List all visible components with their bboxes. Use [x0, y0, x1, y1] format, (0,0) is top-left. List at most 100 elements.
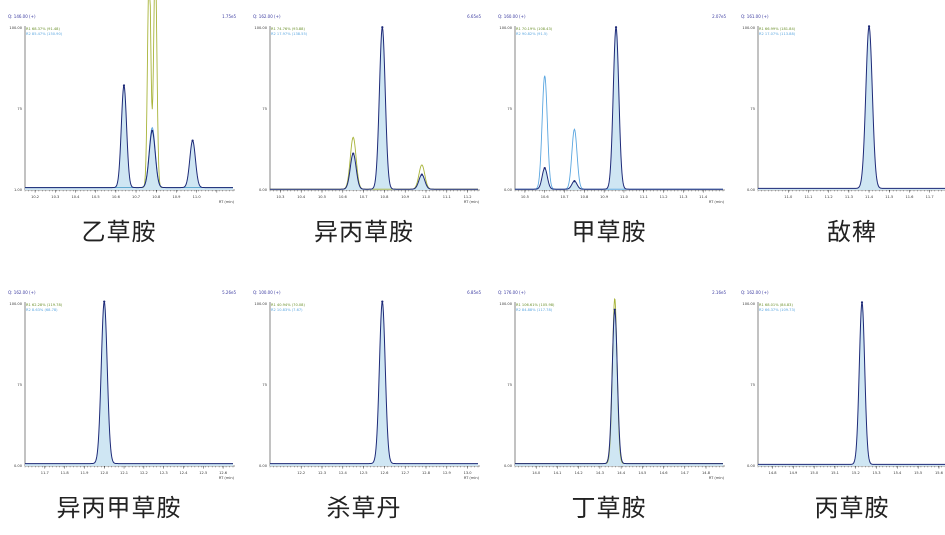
x-tick-label: 10.9 — [172, 195, 181, 199]
y-tick-label: 75 — [17, 107, 22, 111]
peak-apex-marker — [543, 167, 546, 170]
x-tick-label: 14.8 — [769, 471, 778, 475]
x-tick-label: 11.5 — [885, 195, 893, 199]
x-tick-label: 11.3 — [679, 195, 687, 199]
compound-title: 丙草胺 — [814, 494, 890, 522]
chromatogram-panel: Q: 162.00 (+) 5.26e5 R1 62.28% (119.78) R2 … — [0, 276, 238, 535]
peak-apex-marker — [573, 179, 576, 183]
x-tick-label: 10.9 — [401, 195, 410, 199]
peak-apex-marker — [352, 152, 355, 155]
x-tick-label: 14.6 — [660, 471, 669, 475]
y-tick-label: 100.00 — [499, 302, 512, 306]
y-tick-label: 75 — [262, 383, 267, 387]
x-tick-label: 11.0 — [422, 195, 431, 199]
x-tick-label: 12.5 — [199, 471, 207, 475]
x-tick-label: 10.5 — [318, 195, 326, 199]
x-tick-label: 11.1 — [640, 195, 648, 199]
peak-area-fill — [270, 27, 478, 190]
x-tick-label: 10.8 — [580, 195, 589, 199]
x-axis-label: RT (min) — [219, 200, 235, 204]
x-tick-label: 10.8 — [152, 195, 161, 199]
compound-title: 杀草丹 — [326, 494, 402, 522]
x-tick-label: 15.4 — [893, 471, 902, 475]
compound-title: 异丙草胺 — [314, 218, 414, 246]
x-tick-label: 12.6 — [380, 471, 389, 475]
legend-ratio-1: R1 62.28% (119.78) — [26, 303, 63, 307]
legend-ratio-2: R2 17.97% (138.55) — [271, 32, 308, 36]
x-tick-label: 11.1 — [804, 195, 812, 199]
x-tick-label: 11.0 — [620, 195, 629, 199]
x-tick-label: 10.3 — [51, 195, 59, 199]
x-tick-label: 12.4 — [339, 471, 348, 475]
x-tick-label: 14.7 — [681, 471, 689, 475]
header-label: Q: 162.00 (+) — [253, 14, 281, 19]
x-tick-label: 12.1 — [120, 471, 128, 475]
x-tick-label: 13.0 — [464, 471, 473, 475]
x-tick-label: 11.7 — [926, 195, 934, 199]
intensity-label: 2.16e5 — [712, 290, 726, 295]
compound-title: 丁草胺 — [571, 494, 647, 522]
x-tick-label: 14.0 — [532, 471, 541, 475]
x-tick-label: 10.9 — [600, 195, 609, 199]
legend-ratio-1: R1 66.99% (181.84) — [759, 27, 796, 31]
compound-title: 异丙甲草胺 — [56, 494, 182, 522]
chromatogram-panel: Q: 146.00 (+) 1.75e5 R1 68.37% (91.48) R2 8… — [0, 0, 238, 259]
x-tick-label: 12.8 — [422, 471, 431, 475]
x-tick-label: 15.5 — [914, 471, 922, 475]
x-tick-label: 10.6 — [339, 195, 348, 199]
x-tick-label: 11.3 — [845, 195, 853, 199]
peak-area-fill — [758, 27, 945, 190]
intensity-label: 6.65e5 — [467, 14, 481, 19]
legend-ratio-1: R1 68.37% (91.48) — [26, 27, 60, 31]
x-tick-label: 14.8 — [702, 471, 711, 475]
legend-ratio-2: R2 8.63% (68.78) — [26, 308, 58, 312]
x-tick-label: 10.5 — [92, 195, 100, 199]
x-tick-label: 11.7 — [41, 471, 49, 475]
legend-ratio-1: R1 68.01% (84.83) — [759, 303, 793, 307]
x-tick-label: 10.3 — [276, 195, 284, 199]
x-tick-label: 15.1 — [831, 471, 839, 475]
x-tick-label: 10.6 — [112, 195, 121, 199]
trace-main — [270, 301, 478, 465]
x-tick-label: 11.0 — [784, 195, 793, 199]
peak-area-fill — [270, 302, 478, 466]
trace-olive — [270, 136, 478, 190]
compound-title: 敌稗 — [827, 218, 877, 246]
x-axis-label: RT (min) — [219, 476, 235, 480]
x-tick-label: 12.3 — [160, 471, 168, 475]
peak-area-fill — [25, 302, 233, 466]
x-tick-label: 10.2 — [31, 195, 39, 199]
legend-ratio-2: R2 66.37% (109.73) — [759, 308, 796, 312]
chromatogram-chart: Q: 162.00 (+) 5.26e5 R1 62.28% (119.78)R2 … — [8, 290, 236, 480]
x-tick-label: 11.9 — [80, 471, 89, 475]
peak-apex-marker — [103, 300, 106, 303]
y-tick-label: 0.00 — [14, 464, 23, 468]
y-tick-label: 0.00 — [259, 188, 268, 192]
x-tick-label: 12.6 — [219, 471, 228, 475]
chromatogram-panel: Q: 162.00 (+) 6.65e5 R1 74.76% (93.88) R2 1… — [245, 0, 483, 259]
y-tick-label: 100.00 — [9, 26, 22, 30]
chromatogram-chart: Q: 162.00 (+) 6.65e5 R1 74.76% (93.88)R2 1… — [253, 14, 481, 204]
y-tick-label: 75 — [262, 107, 267, 111]
chromatogram-panel: Q: 176.00 (+) 2.16e5 R1 106.61% (105.98) R2… — [490, 276, 728, 535]
x-axis-label: RT (min) — [709, 200, 725, 204]
y-tick-label: 100.00 — [499, 26, 512, 30]
peak-apex-marker — [151, 129, 154, 132]
chromatogram-chart: Q: 162.00 (+)2.R1 68.01% (84.83)R2 66.37… — [741, 290, 945, 475]
peak-apex-marker — [381, 300, 384, 303]
x-tick-label: 12.2 — [297, 471, 305, 475]
x-tick-label: 10.7 — [132, 195, 140, 199]
x-tick-label: 11.2 — [464, 195, 472, 199]
intensity-label: 1.75e5 — [222, 14, 236, 19]
legend-ratio-1: R1 70.19% (108.43) — [516, 27, 553, 31]
x-tick-label: 14.3 — [596, 471, 604, 475]
x-axis-label: RT (min) — [709, 476, 725, 480]
x-tick-label: 11.2 — [660, 195, 668, 199]
y-tick-label: 75 — [507, 107, 512, 111]
peak-apex-marker — [381, 26, 384, 29]
x-tick-label: 10.6 — [541, 195, 550, 199]
x-tick-label: 12.2 — [140, 471, 148, 475]
chromatogram-chart: Q: 176.00 (+) 2.16e5 R1 106.61% (105.98)R2… — [498, 290, 726, 480]
x-tick-label: 10.7 — [360, 195, 368, 199]
intensity-label: 6.85e5 — [467, 290, 481, 295]
